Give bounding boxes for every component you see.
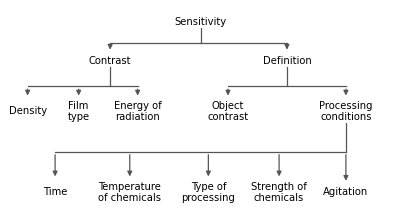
Text: Temperature
of chemicals: Temperature of chemicals bbox=[98, 182, 161, 203]
Text: Energy of
radiation: Energy of radiation bbox=[114, 101, 162, 122]
Text: Density: Density bbox=[8, 107, 47, 116]
Text: Object
contrast: Object contrast bbox=[207, 101, 249, 122]
Text: Processing
conditions: Processing conditions bbox=[319, 101, 373, 122]
Text: Strength of
chemicals: Strength of chemicals bbox=[251, 182, 307, 203]
Text: Agitation: Agitation bbox=[323, 187, 369, 197]
Text: Sensitivity: Sensitivity bbox=[174, 17, 227, 27]
Text: Definition: Definition bbox=[263, 56, 311, 66]
Text: Type of
processing: Type of processing bbox=[181, 182, 235, 203]
Text: Film
type: Film type bbox=[68, 101, 90, 122]
Text: Time: Time bbox=[43, 187, 67, 197]
Text: Contrast: Contrast bbox=[89, 56, 132, 66]
